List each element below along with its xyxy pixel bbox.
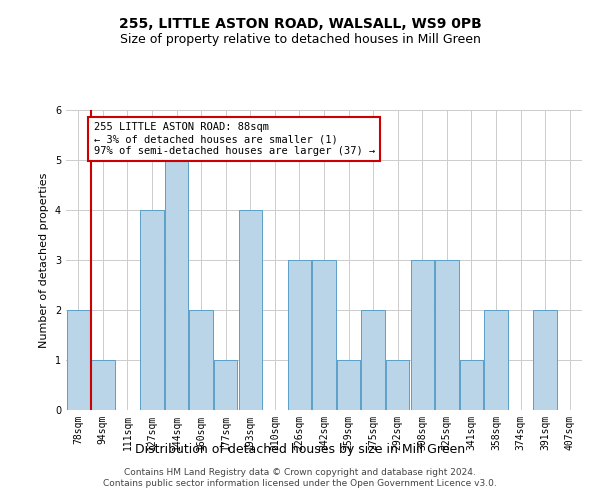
Text: Distribution of detached houses by size in Mill Green: Distribution of detached houses by size … xyxy=(135,442,465,456)
Bar xyxy=(140,210,164,410)
Bar xyxy=(288,260,311,410)
Bar xyxy=(533,310,557,410)
Text: 255 LITTLE ASTON ROAD: 88sqm
← 3% of detached houses are smaller (1)
97% of semi: 255 LITTLE ASTON ROAD: 88sqm ← 3% of det… xyxy=(94,122,375,156)
Bar xyxy=(91,360,115,410)
Bar xyxy=(214,360,238,410)
Bar xyxy=(239,210,262,410)
Bar xyxy=(313,260,335,410)
Bar xyxy=(67,310,90,410)
Bar xyxy=(410,260,434,410)
Bar xyxy=(190,310,213,410)
Bar xyxy=(435,260,458,410)
Text: 255, LITTLE ASTON ROAD, WALSALL, WS9 0PB: 255, LITTLE ASTON ROAD, WALSALL, WS9 0PB xyxy=(119,18,481,32)
Text: Size of property relative to detached houses in Mill Green: Size of property relative to detached ho… xyxy=(119,32,481,46)
Bar xyxy=(361,310,385,410)
Bar xyxy=(165,160,188,410)
Y-axis label: Number of detached properties: Number of detached properties xyxy=(40,172,49,348)
Bar xyxy=(460,360,483,410)
Bar xyxy=(337,360,360,410)
Text: Contains HM Land Registry data © Crown copyright and database right 2024.
Contai: Contains HM Land Registry data © Crown c… xyxy=(103,468,497,487)
Bar xyxy=(484,310,508,410)
Bar xyxy=(386,360,409,410)
